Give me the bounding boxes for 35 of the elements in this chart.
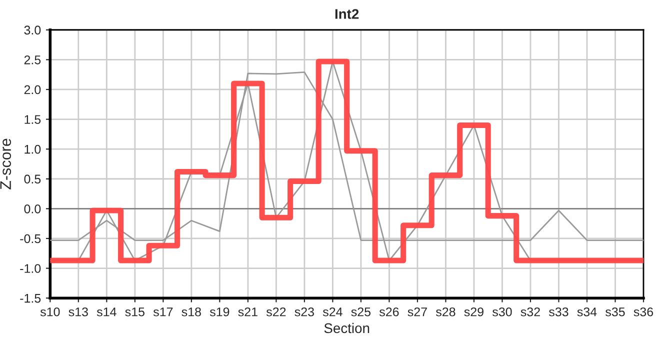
x-tick-label: s19 <box>210 307 230 316</box>
x-tick-label: s29 <box>464 307 484 316</box>
y-axis-title: Z-score <box>0 138 12 190</box>
x-tick-label: s17 <box>153 308 173 316</box>
x-tick-label: s32 <box>520 307 540 316</box>
x-tick-label: s13 <box>68 307 88 316</box>
x-tick-label: s10 <box>40 307 60 316</box>
y-tick-label: 0.0 <box>24 204 41 214</box>
x-tick-label: s36 <box>634 307 654 316</box>
x-tick-label: s28 <box>436 307 456 316</box>
x-tick-label: s24 <box>322 307 342 316</box>
y-tick-label: 3.0 <box>24 26 41 35</box>
y-tick-label: 2.0 <box>24 85 41 94</box>
y-tick-label: 1.0 <box>24 144 41 154</box>
x-tick-label: s14 <box>96 308 116 316</box>
y-tick-label: -1.5 <box>20 294 41 303</box>
y-tick-label: -0.5 <box>20 234 41 244</box>
x-tick-label: s23 <box>294 307 314 316</box>
x-tick-label: s25 <box>351 307 371 316</box>
x-tick-label: s33 <box>549 307 568 316</box>
x-tick-label: s34 <box>577 307 597 316</box>
x-tick-label: s35 <box>606 307 625 316</box>
x-tick-label: s22 <box>266 307 286 316</box>
y-tick-label: -1.0 <box>20 264 41 273</box>
x-tick-label: s27 <box>408 307 427 316</box>
y-tick-label: 0.5 <box>24 174 41 184</box>
y-tick-label: 1.5 <box>24 115 41 124</box>
y-tick-label: 2.5 <box>24 55 41 64</box>
chart-title: Int2 <box>335 9 359 19</box>
x-tick-label: s21 <box>238 307 258 316</box>
x-tick-label: s18 <box>182 307 201 316</box>
x-tick-label: s30 <box>492 307 512 316</box>
x-tick-label: s15 <box>125 308 144 316</box>
x-tick-label: s26 <box>379 307 399 316</box>
x-axis-title: Section <box>324 322 370 334</box>
